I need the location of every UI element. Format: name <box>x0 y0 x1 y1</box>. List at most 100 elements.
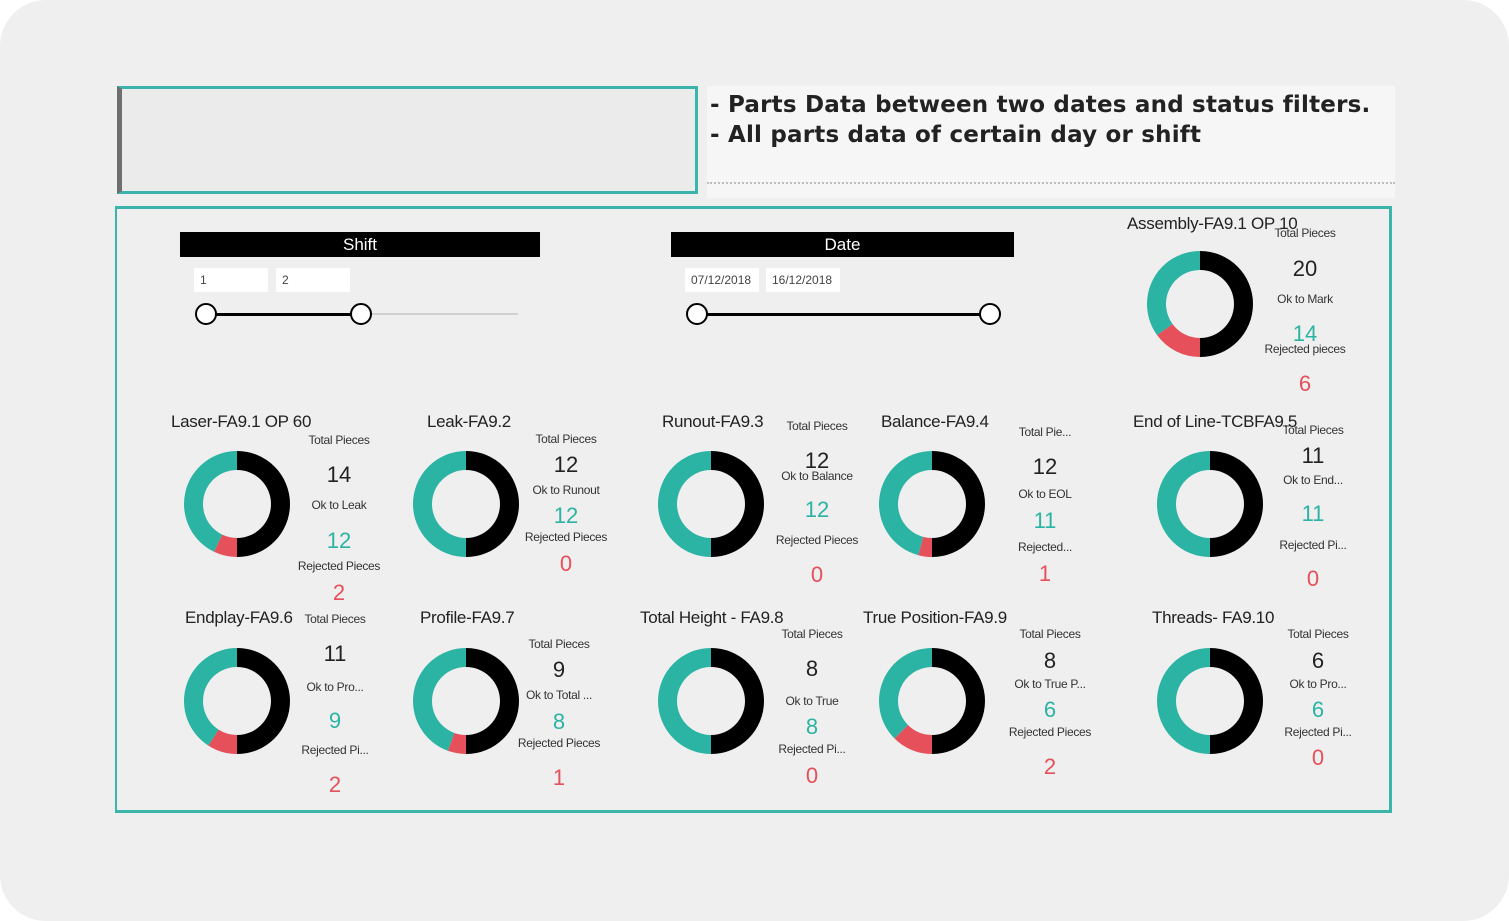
ok-pieces-label: Ok to Mark <box>1277 292 1333 306</box>
rejected-pieces-value: 2 <box>1043 754 1057 779</box>
donut-segment-total[interactable] <box>1200 251 1254 357</box>
shift-to-input[interactable]: 2 <box>276 268 350 292</box>
donut-chart <box>657 648 765 754</box>
donut-segment-ok[interactable] <box>184 648 237 746</box>
rejected-pieces-value: 0 <box>1306 566 1320 591</box>
date-to-input[interactable]: 16/12/2018 <box>766 268 840 292</box>
donut-segment-ok[interactable] <box>879 648 932 739</box>
ok-pieces-value: 6 <box>1311 697 1325 722</box>
shift-slider-min-handle[interactable] <box>195 303 217 325</box>
total-pieces-value: 9 <box>552 657 566 682</box>
ok-pieces-label: Ok to Runout <box>532 483 600 497</box>
rejected-pieces-value: 1 <box>1038 561 1052 586</box>
ok-pieces-value: 11 <box>1301 501 1325 526</box>
donut-segment-total[interactable] <box>711 451 765 557</box>
total-pieces-label: Total Pieces <box>1282 423 1344 437</box>
total-pieces-value: 8 <box>1043 648 1057 673</box>
ok-pieces-label: Ok to True <box>785 694 839 708</box>
ok-pieces-label: Ok to Pro... <box>306 680 364 694</box>
donut-segment-total[interactable] <box>237 451 291 557</box>
donut-segment-ok[interactable] <box>1147 251 1200 336</box>
rejected-pieces-value: 2 <box>332 580 346 605</box>
rejected-pieces-value: 0 <box>805 763 819 788</box>
ok-pieces-value: 8 <box>805 714 819 739</box>
rejected-pieces-label: Rejected pieces <box>1264 342 1346 356</box>
donut-segment-rejected[interactable] <box>1157 323 1200 357</box>
station-title: Total Height - FA9.8 <box>640 608 784 627</box>
ok-pieces-label: Ok to Balance <box>781 469 853 483</box>
ok-pieces-label: Ok to Total ... <box>526 688 592 702</box>
donut-segment-total[interactable] <box>237 648 291 754</box>
donut-segment-total[interactable] <box>466 648 520 754</box>
ok-pieces-value: 11 <box>1033 508 1057 533</box>
rejected-pieces-label: Rejected Pieces <box>775 533 859 547</box>
date-from-input[interactable]: 07/12/2018 <box>685 268 759 292</box>
donut-segment-rejected[interactable] <box>918 536 932 557</box>
shift-from-input[interactable]: 1 <box>194 268 268 292</box>
donut-segment-rejected[interactable] <box>208 729 237 754</box>
total-pieces-value: 20 <box>1292 256 1318 281</box>
total-pieces-label: Total Pieces <box>1287 627 1349 641</box>
ok-pieces-value: 14 <box>1292 321 1318 346</box>
rejected-pieces-value: 6 <box>1298 371 1312 396</box>
rejected-pieces-label: Rejected Pi... <box>778 742 846 756</box>
shift-slicer-title: Shift <box>180 232 540 257</box>
date-slider-min-handle[interactable] <box>686 303 708 325</box>
donut-segment-ok[interactable] <box>1156 648 1210 754</box>
donut-segment-total[interactable] <box>932 648 986 754</box>
ok-pieces-label: Ok to Leak <box>311 498 367 512</box>
donut-segment-rejected[interactable] <box>214 534 237 557</box>
donut-chart <box>184 648 291 754</box>
shift-slider-max-handle[interactable] <box>350 303 372 325</box>
total-pieces-label: Total Pieces <box>781 627 843 641</box>
donut-segment-ok[interactable] <box>879 451 932 556</box>
donut-segment-ok[interactable] <box>657 451 711 557</box>
total-pieces-label: Total Pieces <box>1019 627 1081 641</box>
ok-pieces-label: Ok to EOL <box>1018 487 1072 501</box>
donut-segment-ok[interactable] <box>657 648 711 754</box>
donut-segment-ok[interactable] <box>1156 451 1210 557</box>
date-slicer-title: Date <box>671 232 1014 257</box>
rejected-pieces-value: 1 <box>552 765 566 790</box>
ok-pieces-value: 12 <box>804 497 830 522</box>
rejected-pieces-label: Rejected Pieces <box>517 736 601 750</box>
date-slider-max-handle[interactable] <box>979 303 1001 325</box>
total-pieces-value: 12 <box>553 452 579 477</box>
donut-segment-total[interactable] <box>1210 451 1264 557</box>
total-pieces-label: Total Pieces <box>308 433 370 447</box>
total-pieces-label: Total Pieces <box>1274 226 1336 240</box>
header-image-placeholder <box>117 86 698 194</box>
donut-chart <box>879 451 986 557</box>
date-slider-range <box>697 313 990 316</box>
total-pieces-label: Total Pieces <box>304 612 366 626</box>
rejected-pieces-label: Rejected Pieces <box>1008 725 1092 739</box>
rejected-pieces-value: 0 <box>559 551 573 576</box>
donut-segment-ok[interactable] <box>412 451 466 557</box>
total-pieces-value: 12 <box>1032 454 1058 479</box>
divider <box>707 182 1395 184</box>
rejected-pieces-label: Rejected Pi... <box>301 743 369 757</box>
station-title: Runout-FA9.3 <box>662 412 764 431</box>
rejected-pieces-label: Rejected Pieces <box>524 530 608 544</box>
donut-segment-ok[interactable] <box>413 648 466 751</box>
donut-segment-ok[interactable] <box>184 451 237 552</box>
ok-pieces-label: Ok to Pro... <box>1289 677 1347 691</box>
rejected-pieces-label: Rejected Pi... <box>1284 725 1352 739</box>
total-pieces-label: Total Pieces <box>528 637 590 651</box>
donut-chart <box>1147 251 1254 357</box>
donut-segment-rejected[interactable] <box>447 732 466 754</box>
rejected-pieces-label: Rejected... <box>1017 540 1073 554</box>
donut-segment-total[interactable] <box>711 648 765 754</box>
station-title: Leak-FA9.2 <box>427 412 511 431</box>
donut-chart <box>657 451 765 557</box>
ok-pieces-value: 12 <box>553 503 579 528</box>
donut-segment-total[interactable] <box>932 451 986 557</box>
rejected-pieces-label: Rejected Pieces <box>297 559 381 573</box>
donut-segment-total[interactable] <box>1210 648 1264 754</box>
donut-segment-rejected[interactable] <box>894 725 932 754</box>
donut-segment-total[interactable] <box>466 451 520 557</box>
ok-pieces-value: 6 <box>1043 697 1057 722</box>
rejected-pieces-value: 0 <box>1311 745 1325 770</box>
header-note-2: - All parts data of certain day or shift <box>710 122 1202 148</box>
donut-chart <box>1156 648 1264 754</box>
